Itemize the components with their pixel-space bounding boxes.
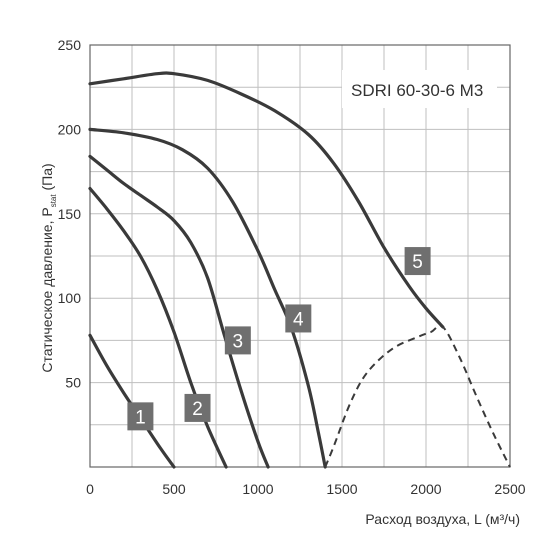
- y-tick-label: 50: [65, 375, 81, 391]
- x-tick-label: 2000: [410, 481, 441, 497]
- y-tick-label: 150: [58, 206, 82, 222]
- curve-label-box-1: [127, 402, 154, 431]
- curve-label-4: 4: [293, 309, 304, 330]
- curve-label-box-3: [224, 326, 251, 355]
- x-tick-label: 1000: [242, 481, 273, 497]
- curve-5: [88, 71, 445, 329]
- chart-title-box: SDRI 60-30-6 M3: [342, 70, 497, 108]
- curve-labels: 1 2 3 4 5: [127, 247, 431, 431]
- curve-label-box-5: [404, 247, 431, 276]
- y-axis-label-subscript: stat: [49, 194, 58, 208]
- y-tick-label: 250: [58, 37, 82, 53]
- title-background: [342, 70, 497, 108]
- curve-label-2: 2: [192, 399, 203, 420]
- x-tick-label: 0: [86, 481, 94, 497]
- x-tick-label: 1500: [326, 481, 357, 497]
- plot-frame: [89, 44, 511, 468]
- y-axis-label-unit: (Па): [39, 163, 55, 194]
- chart-title: SDRI 60-30-6 M3: [351, 81, 483, 100]
- tick-labels: 0 500 1000 1500 2000 2500 50 100 150 200 250: [58, 37, 526, 497]
- curve-3: [88, 154, 270, 469]
- dashed-limit-curve: [324, 324, 511, 468]
- curve-label-3: 3: [233, 331, 244, 352]
- y-axis-label-main: Статическое давление, P: [39, 207, 55, 372]
- grid: [89, 44, 511, 468]
- x-axis-label: Расход воздуха, L (м³/ч): [365, 511, 520, 527]
- y-tick-label: 100: [58, 290, 82, 306]
- curve-label-box-2: [184, 393, 211, 422]
- curve-label-5: 5: [412, 252, 423, 273]
- y-axis-label: Статическое давление, Pstat (Па): [39, 163, 58, 372]
- curve-4: [88, 127, 327, 469]
- curve-label-1: 1: [135, 407, 146, 428]
- x-tick-label: 500: [162, 481, 186, 497]
- x-tick-label: 2500: [494, 481, 525, 497]
- curve-label-box-4: [285, 304, 312, 333]
- y-tick-label: 200: [58, 121, 82, 137]
